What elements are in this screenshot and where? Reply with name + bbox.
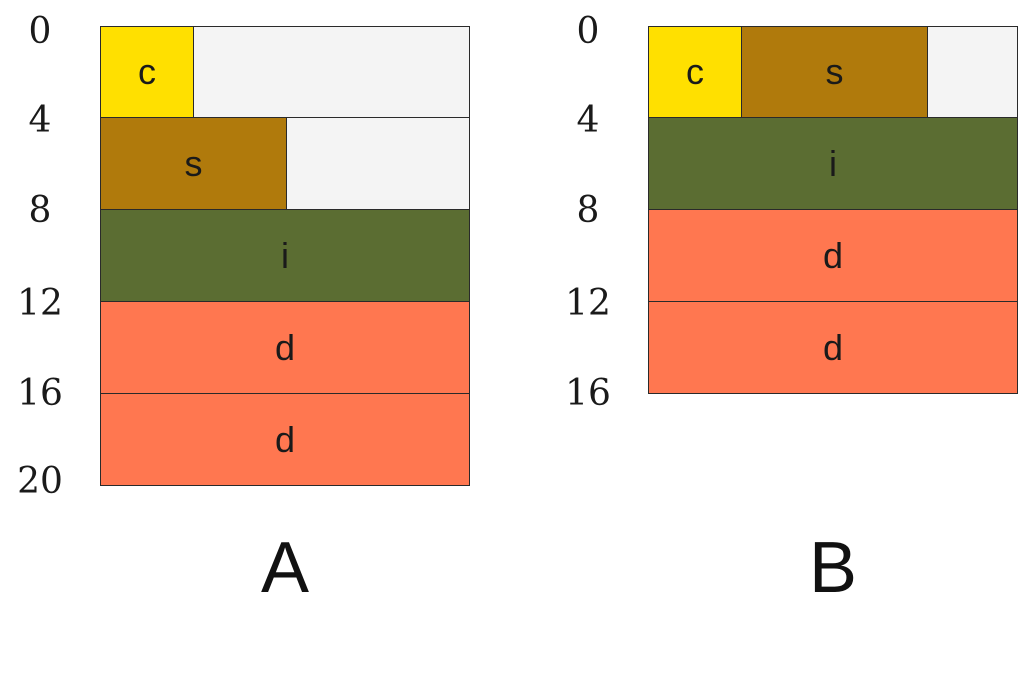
padding-cell: [927, 27, 1018, 117]
field-s: s: [100, 118, 286, 209]
offset-label: 4: [576, 100, 600, 141]
memory-grid: c s i d d: [100, 26, 470, 486]
offset-label: 8: [28, 190, 52, 231]
memory-row: c: [100, 26, 470, 118]
field-i: i: [648, 118, 1018, 209]
field-s: s: [741, 27, 927, 117]
diagram-title: A: [260, 528, 310, 608]
memory-row: i: [648, 118, 1018, 210]
field-i: i: [100, 210, 470, 301]
memory-row: d: [648, 302, 1018, 394]
field-d: d: [648, 302, 1018, 393]
memory-row: d: [100, 394, 470, 486]
field-d: d: [100, 302, 470, 393]
field-d: d: [100, 394, 470, 485]
offset-label: 16: [565, 373, 611, 414]
offset-label: 0: [28, 11, 52, 52]
memory-row: s: [100, 118, 470, 210]
offset-label: 4: [28, 100, 52, 141]
padding-cell: [193, 27, 470, 117]
memory-row: d: [100, 302, 470, 394]
offset-label: 8: [576, 190, 600, 231]
memory-layout-a: 0 4 8 12 16 20 c s i d d A: [0, 0, 470, 682]
memory-row: i: [100, 210, 470, 302]
diagram-title: B: [808, 528, 858, 608]
field-c: c: [100, 27, 193, 117]
offset-label: 12: [17, 283, 63, 324]
memory-row: d: [648, 210, 1018, 302]
offset-label: 12: [565, 283, 611, 324]
padding-cell: [286, 118, 470, 209]
offset-label: 16: [17, 373, 63, 414]
memory-layout-b: 0 4 8 12 16 c s i d d B: [548, 0, 1018, 682]
field-d: d: [648, 210, 1018, 301]
offset-label: 0: [576, 11, 600, 52]
memory-grid: c s i d d: [648, 26, 1018, 394]
offset-label: 20: [17, 461, 63, 502]
field-c: c: [648, 27, 741, 117]
memory-row: c s: [648, 26, 1018, 118]
